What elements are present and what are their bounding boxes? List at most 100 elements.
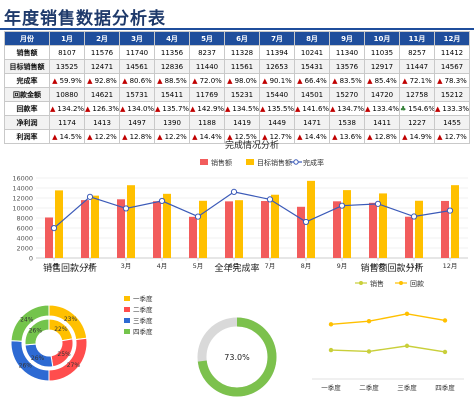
table-header-month: 1月 [49, 31, 85, 46]
bar-target [451, 185, 459, 258]
donut-inner-slice [24, 318, 50, 346]
bar-sales [189, 216, 197, 258]
trend-up-icon: ▲ [262, 76, 268, 85]
table-cell-value: 1455 [443, 118, 461, 127]
table-cell-value: 85.4% [374, 76, 397, 85]
trend-up-icon: ▲ [297, 76, 303, 85]
table-cell-value: 72.1% [409, 76, 432, 85]
bar-target [127, 185, 135, 258]
x-tick-label: 3月 [121, 262, 132, 270]
table-cell: 1455 [434, 115, 470, 130]
table-row-label: 回款率 [4, 101, 50, 116]
table-cell-value: 14720 [370, 90, 394, 99]
table-cell-value: 1188 [198, 118, 216, 127]
donut-inner-slice-label: 22% [54, 326, 68, 333]
table-cell-value: 14.5% [59, 132, 82, 141]
table-row-label: 目标销售额 [4, 59, 50, 74]
line-legend-label: 回款 [410, 279, 424, 288]
table-cell-value: 14501 [300, 90, 324, 99]
table-cell: 1174 [49, 115, 85, 130]
table-cell-value: 1471 [303, 118, 321, 127]
y-tick-label: 12000 [12, 194, 33, 202]
table-cell: 1538 [329, 115, 365, 130]
table-cell-value: 12.8% [374, 132, 397, 141]
table-cell-value: 14561 [125, 62, 149, 71]
table-header-month: 3月 [119, 31, 155, 46]
table-cell-value: 10241 [300, 48, 324, 57]
table-cell-value: 11769 [195, 90, 219, 99]
trend-up-icon: ▲ [367, 76, 373, 85]
x-tick-label: 6月 [229, 262, 240, 270]
legend-label: 目标销售额 [257, 158, 292, 167]
table-cell: 15411 [154, 87, 190, 102]
table-cell: ▲ 13.6% [329, 129, 365, 144]
line-series-point [328, 347, 334, 353]
line-rate-point [50, 224, 58, 232]
bar-sales [153, 201, 161, 258]
table-row: 回款率 ▲ 134.2% ▲ 126.3% ▲ 134.0% ▲ 135.7% ▲ 142.9% ▲ 1… [4, 101, 470, 116]
table-cell-value: 12653 [265, 62, 289, 71]
legend-swatch [200, 159, 208, 165]
table-cell-value: 11740 [125, 48, 149, 57]
bar-target [343, 190, 351, 258]
y-tick-label: 4000 [16, 234, 33, 242]
trend-up-icon: ▲ [190, 104, 196, 113]
trend-up-icon: ▲ [52, 76, 58, 85]
y-tick-label: 10000 [12, 204, 33, 212]
trend-up-icon: ▲ [295, 104, 301, 113]
trend-up-icon: ▲ [192, 132, 198, 141]
table-cell-value: 14.4% [199, 132, 222, 141]
line-series-point [366, 319, 372, 324]
table-cell: 11440 [189, 59, 225, 74]
title-divider [0, 28, 474, 30]
line-x-tick-label: 一季度 [321, 383, 341, 392]
donut-legend-label: 四季度 [133, 327, 153, 336]
line-x-tick-label: 四季度 [435, 383, 455, 392]
table-cell: 1390 [154, 115, 190, 130]
trend-up-icon: ▲ [87, 76, 93, 85]
line-series-point [366, 349, 372, 354]
y-tick-label: 2000 [16, 244, 33, 252]
line-rate-point [194, 213, 202, 220]
y-tick-label: 6000 [16, 224, 33, 232]
table-cell-value: 12.2% [94, 132, 117, 141]
chart-title: 完成情况分析 [225, 139, 279, 151]
trend-up-icon: ▲ [437, 132, 443, 141]
table-cell-value: 134.2% [57, 104, 85, 113]
y-tick-label: 14000 [12, 184, 33, 192]
trend-up-icon: ▲ [227, 132, 233, 141]
table-cell: 13576 [329, 59, 365, 74]
donut-inner-slice-label: 26% [29, 328, 43, 335]
table-cell-value: 59.9% [59, 76, 82, 85]
table-cell-value: 72.0% [199, 76, 222, 85]
table-cell: 1449 [259, 115, 295, 130]
bar-sales [81, 200, 89, 258]
table-cell-value: 12.7% [269, 132, 292, 141]
table-cell-value: 14621 [90, 90, 114, 99]
trend-up-icon: ▲ [120, 104, 126, 113]
table-cell-value: 13525 [55, 62, 79, 71]
table-cell-value: 11356 [160, 48, 184, 57]
table-cell: ▲ 12.5% [224, 129, 260, 144]
table-row: 利润率 ▲ 14.5% ▲ 12.2% ▲ 12.8% ▲ 12.2% ▲ 14.4% ▲ 12.5% ▲… [4, 129, 470, 144]
table-cell-value: 12.7% [444, 132, 467, 141]
bar-target [163, 193, 171, 258]
donut-outer-slice-label: 24% [20, 317, 34, 324]
trend-up-icon: ▲ [260, 104, 266, 113]
gauge-title: 全年完成率 [214, 262, 259, 274]
x-tick-label: 4月 [157, 262, 168, 270]
table-cell-value: 15731 [125, 90, 149, 99]
trend-up-icon: ▲ [122, 76, 128, 85]
table-cell: ▲ 12.2% [154, 129, 190, 144]
table-cell-value: 12917 [370, 62, 394, 71]
table-cell-value: 11576 [90, 48, 114, 57]
table-cell-value: 11328 [230, 48, 254, 57]
table-cell-value: 66.4% [304, 76, 327, 85]
table-cell: 12758 [399, 87, 435, 102]
line-legend-marker [399, 281, 403, 285]
trend-up-icon: ▲ [332, 132, 338, 141]
table-row-label: 利润率 [4, 129, 50, 144]
table-cell-value: 134.7% [337, 104, 365, 113]
line-rate-point [410, 213, 418, 220]
